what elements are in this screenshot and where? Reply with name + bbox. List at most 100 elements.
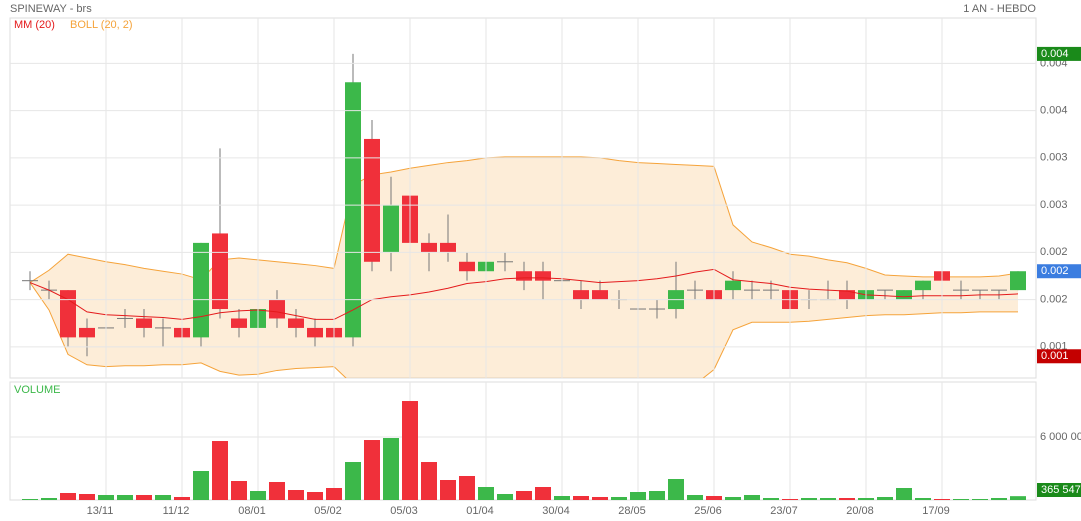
candle-body <box>896 290 912 300</box>
candle-body <box>117 317 133 319</box>
volume-bar <box>155 495 171 500</box>
candle-body <box>592 290 608 300</box>
volume-bar <box>269 482 285 500</box>
volume-bar <box>763 498 779 500</box>
volume-bar <box>459 476 475 500</box>
volume-bar <box>22 499 38 500</box>
x-tick-label: 13/11 <box>87 505 114 517</box>
candle-body <box>440 242 456 253</box>
candle-body <box>421 242 437 253</box>
volume-bar <box>782 499 798 500</box>
candle-body <box>915 280 931 291</box>
volume-tag-label: 365 547 <box>1041 484 1081 496</box>
price-tag <box>1037 349 1081 364</box>
volume-bar <box>953 499 969 500</box>
x-tick-label: 08/01 <box>238 505 266 517</box>
volume-bar <box>440 480 456 500</box>
volume-bar <box>858 498 874 500</box>
volume-bar <box>649 491 665 500</box>
candle-body <box>307 327 323 338</box>
candle-body <box>383 205 399 253</box>
volume-bar <box>706 496 722 500</box>
volume-tag <box>1037 483 1081 497</box>
price-tag <box>1037 264 1081 279</box>
candle-body <box>573 290 589 300</box>
x-tick-label: 01/04 <box>466 505 494 517</box>
volume-bar <box>98 495 114 500</box>
x-tick-label: 25/06 <box>694 505 722 517</box>
x-tick-label: 30/04 <box>542 505 570 517</box>
volume-bar <box>364 440 380 500</box>
volume-bar <box>725 496 741 500</box>
candle-body <box>877 289 893 291</box>
y-tick-label: 0.003 <box>1040 199 1068 211</box>
volume-bar <box>231 480 247 500</box>
x-tick-label: 05/02 <box>314 505 342 517</box>
candle-body <box>364 138 380 262</box>
y-tick-label: 0.002 <box>1040 246 1068 258</box>
volume-title: VOLUME <box>14 384 60 396</box>
volume-bar <box>250 491 266 500</box>
price-panel <box>9 17 1037 379</box>
candle-body <box>22 280 38 282</box>
x-tick-label: 23/07 <box>770 505 798 517</box>
candle-body <box>725 280 741 291</box>
x-tick-label: 05/03 <box>390 505 418 517</box>
candle-body <box>516 271 532 281</box>
candle-body <box>839 290 855 300</box>
legend-entry: MM (20) <box>14 19 55 31</box>
y-tick-label: 6 000 000 <box>1040 431 1081 443</box>
moving-average <box>29 268 1019 320</box>
candle-body <box>953 289 969 291</box>
candle-body <box>79 327 95 338</box>
volume-bar <box>1010 496 1026 500</box>
legend-entry: BOLL (20, 2) <box>70 19 133 31</box>
volume-bar <box>402 401 418 500</box>
volume-bar <box>326 488 342 500</box>
candle-body <box>763 289 779 291</box>
volume-bar <box>421 462 437 500</box>
volume-bar <box>60 492 76 500</box>
candle-body <box>1010 271 1026 291</box>
volume-bar <box>934 499 950 500</box>
candle-body <box>687 289 703 291</box>
y-tick-label: 0.004 <box>1040 105 1068 117</box>
x-tick-label: 20/08 <box>846 505 874 517</box>
candle-body <box>649 308 665 310</box>
volume-bar <box>212 441 228 500</box>
volume-bar <box>41 498 57 500</box>
volume-panel <box>9 381 1037 501</box>
volume-bar <box>535 487 551 500</box>
price-tag <box>1037 46 1081 61</box>
volume-bar <box>896 488 912 500</box>
candle-body <box>497 261 513 263</box>
candle-body <box>155 327 171 329</box>
candle-body <box>269 299 285 319</box>
volume-bar <box>79 494 95 500</box>
candle-body <box>231 318 247 328</box>
volume-bar <box>345 462 361 500</box>
volume-bar <box>516 491 532 500</box>
volume-bar <box>668 479 684 500</box>
volume-bar <box>288 490 304 500</box>
volume-bar <box>307 492 323 500</box>
volume-bar <box>991 498 1007 500</box>
volume-bar <box>117 495 133 500</box>
volume-bar <box>573 496 589 500</box>
volume-bar <box>174 496 190 500</box>
volume-bar <box>820 498 836 500</box>
volume-bar <box>554 496 570 500</box>
candle-body <box>288 318 304 328</box>
x-tick-label: 17/09 <box>922 505 950 517</box>
candle-body <box>345 82 361 338</box>
price-tag-label: 0.002 <box>1041 265 1069 277</box>
volume-bar <box>744 495 760 500</box>
y-tick-label: 0.003 <box>1040 152 1068 164</box>
volume-bar <box>478 487 494 500</box>
volume-bar <box>497 494 513 500</box>
volume-bar <box>611 496 627 500</box>
x-tick-label: 11/12 <box>163 505 190 517</box>
volume-bar <box>136 495 152 500</box>
